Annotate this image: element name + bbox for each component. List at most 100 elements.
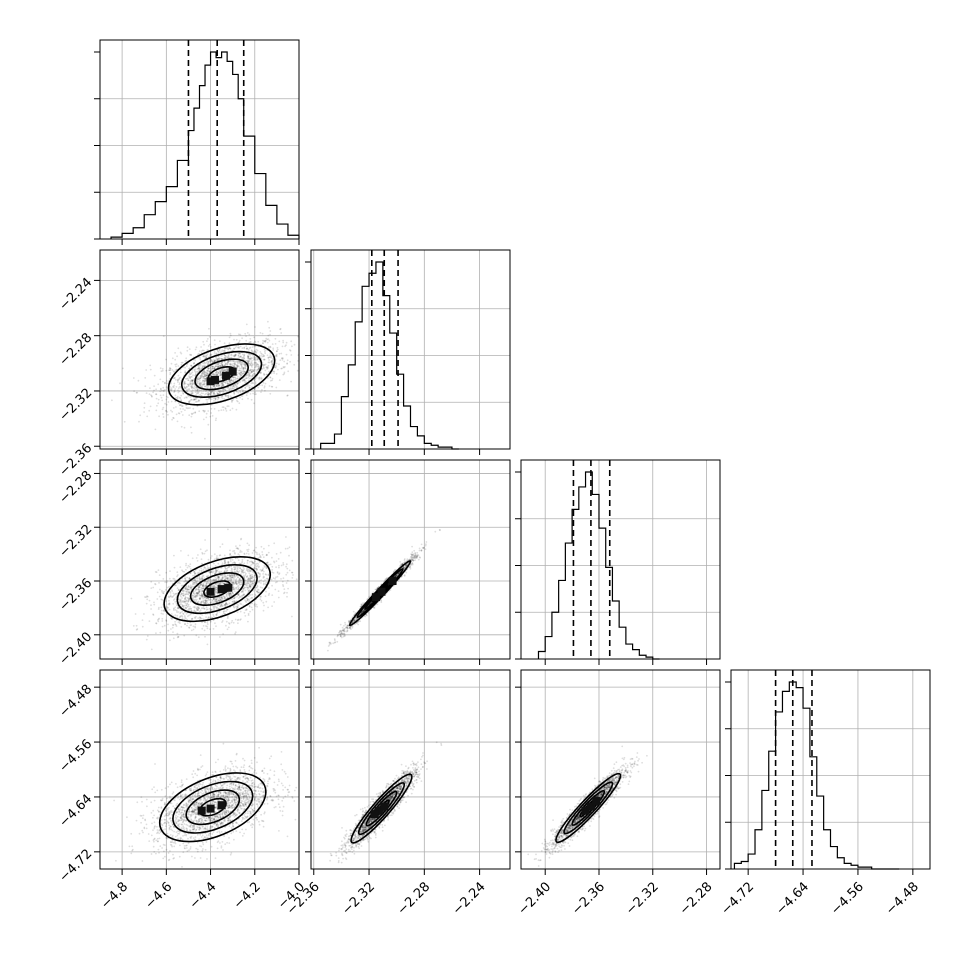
sample-point bbox=[191, 379, 194, 381]
sample-point bbox=[185, 588, 187, 590]
sample-point bbox=[236, 547, 239, 550]
sample-point bbox=[223, 570, 226, 573]
sample-point bbox=[168, 369, 171, 372]
sample-point bbox=[260, 391, 262, 393]
sample-point bbox=[212, 579, 215, 582]
sample-point bbox=[221, 358, 224, 360]
sample-point bbox=[212, 585, 215, 588]
sample-point bbox=[289, 349, 292, 352]
sample-point bbox=[265, 373, 268, 376]
sample-point bbox=[414, 552, 417, 555]
sample-point bbox=[217, 363, 220, 366]
sample-point bbox=[167, 629, 170, 632]
sample-point bbox=[213, 615, 215, 618]
sample-point bbox=[223, 369, 226, 372]
sample-point bbox=[201, 587, 204, 589]
sample-point bbox=[179, 622, 181, 625]
sample-point bbox=[208, 370, 211, 372]
sample-point bbox=[149, 387, 151, 389]
sample-point bbox=[149, 405, 152, 408]
sample-point bbox=[187, 615, 189, 618]
sample-point bbox=[251, 369, 254, 372]
sample-point bbox=[178, 620, 181, 623]
sample-point bbox=[219, 370, 222, 373]
sample-point bbox=[172, 386, 175, 389]
sample-point bbox=[334, 639, 336, 642]
sample-point bbox=[224, 369, 227, 371]
sample-point bbox=[186, 349, 189, 352]
sample-point bbox=[188, 401, 191, 404]
sample-point bbox=[182, 604, 184, 607]
sample-point bbox=[212, 373, 215, 376]
sample-point bbox=[170, 362, 173, 365]
sample-point bbox=[238, 372, 241, 374]
sample-point bbox=[221, 355, 223, 357]
sample-point bbox=[227, 561, 230, 564]
sample-point bbox=[257, 365, 260, 368]
sample-point bbox=[265, 573, 268, 576]
sample-point bbox=[177, 374, 180, 377]
sample-point bbox=[172, 377, 175, 380]
sample-point bbox=[213, 393, 216, 395]
sample-point bbox=[164, 389, 166, 391]
sample-point bbox=[199, 377, 201, 380]
sample-point bbox=[167, 413, 169, 416]
sample-point bbox=[227, 626, 230, 629]
sample-point bbox=[242, 569, 245, 571]
sample-point bbox=[250, 349, 253, 352]
sample-point bbox=[177, 412, 180, 414]
sample-point bbox=[289, 360, 291, 363]
sample-point bbox=[189, 624, 192, 627]
sample-point bbox=[248, 577, 250, 580]
sample-point bbox=[286, 567, 289, 570]
histogram-step bbox=[537, 471, 660, 660]
sample-point bbox=[236, 605, 239, 608]
sample-point bbox=[202, 340, 205, 343]
sample-point bbox=[243, 575, 246, 578]
sample-point bbox=[144, 596, 146, 598]
sample-point bbox=[240, 355, 242, 358]
sample-point bbox=[216, 358, 219, 361]
sample-point bbox=[148, 599, 151, 602]
sample-point bbox=[217, 366, 219, 368]
sample-point bbox=[244, 366, 247, 369]
sample-point bbox=[212, 385, 215, 388]
sample-point bbox=[231, 574, 233, 577]
sample-point bbox=[220, 604, 222, 607]
sample-point bbox=[252, 382, 255, 385]
sample-point bbox=[169, 595, 172, 598]
sample-point bbox=[251, 593, 254, 596]
sample-point bbox=[182, 592, 185, 595]
sample-point bbox=[207, 598, 210, 601]
sample-point bbox=[188, 577, 191, 580]
sample-point bbox=[223, 604, 226, 606]
sample-point bbox=[256, 591, 259, 594]
sample-point bbox=[244, 386, 247, 389]
sample-point bbox=[179, 376, 182, 379]
sample-point bbox=[252, 549, 255, 552]
sample-point bbox=[186, 590, 188, 592]
sample-point bbox=[249, 570, 252, 573]
sample-point bbox=[209, 620, 212, 623]
sample-point bbox=[231, 600, 234, 603]
sample-point bbox=[194, 598, 197, 601]
sample-point bbox=[188, 588, 190, 591]
sample-point bbox=[235, 390, 238, 393]
sample-point bbox=[244, 574, 247, 577]
sample-point bbox=[208, 570, 211, 573]
sample-point bbox=[232, 365, 235, 367]
sample-point bbox=[258, 580, 260, 583]
sample-point bbox=[224, 597, 227, 600]
sample-point bbox=[241, 398, 244, 401]
sample-point bbox=[185, 607, 187, 610]
sample-point bbox=[228, 622, 231, 625]
sample-point bbox=[234, 363, 236, 365]
sample-point bbox=[239, 551, 242, 553]
sample-point bbox=[198, 590, 201, 593]
sample-point bbox=[226, 347, 229, 350]
sample-point bbox=[229, 347, 232, 350]
sample-point bbox=[187, 593, 190, 596]
sample-point bbox=[213, 392, 215, 395]
sample-point bbox=[197, 380, 200, 383]
sample-point bbox=[226, 578, 229, 580]
